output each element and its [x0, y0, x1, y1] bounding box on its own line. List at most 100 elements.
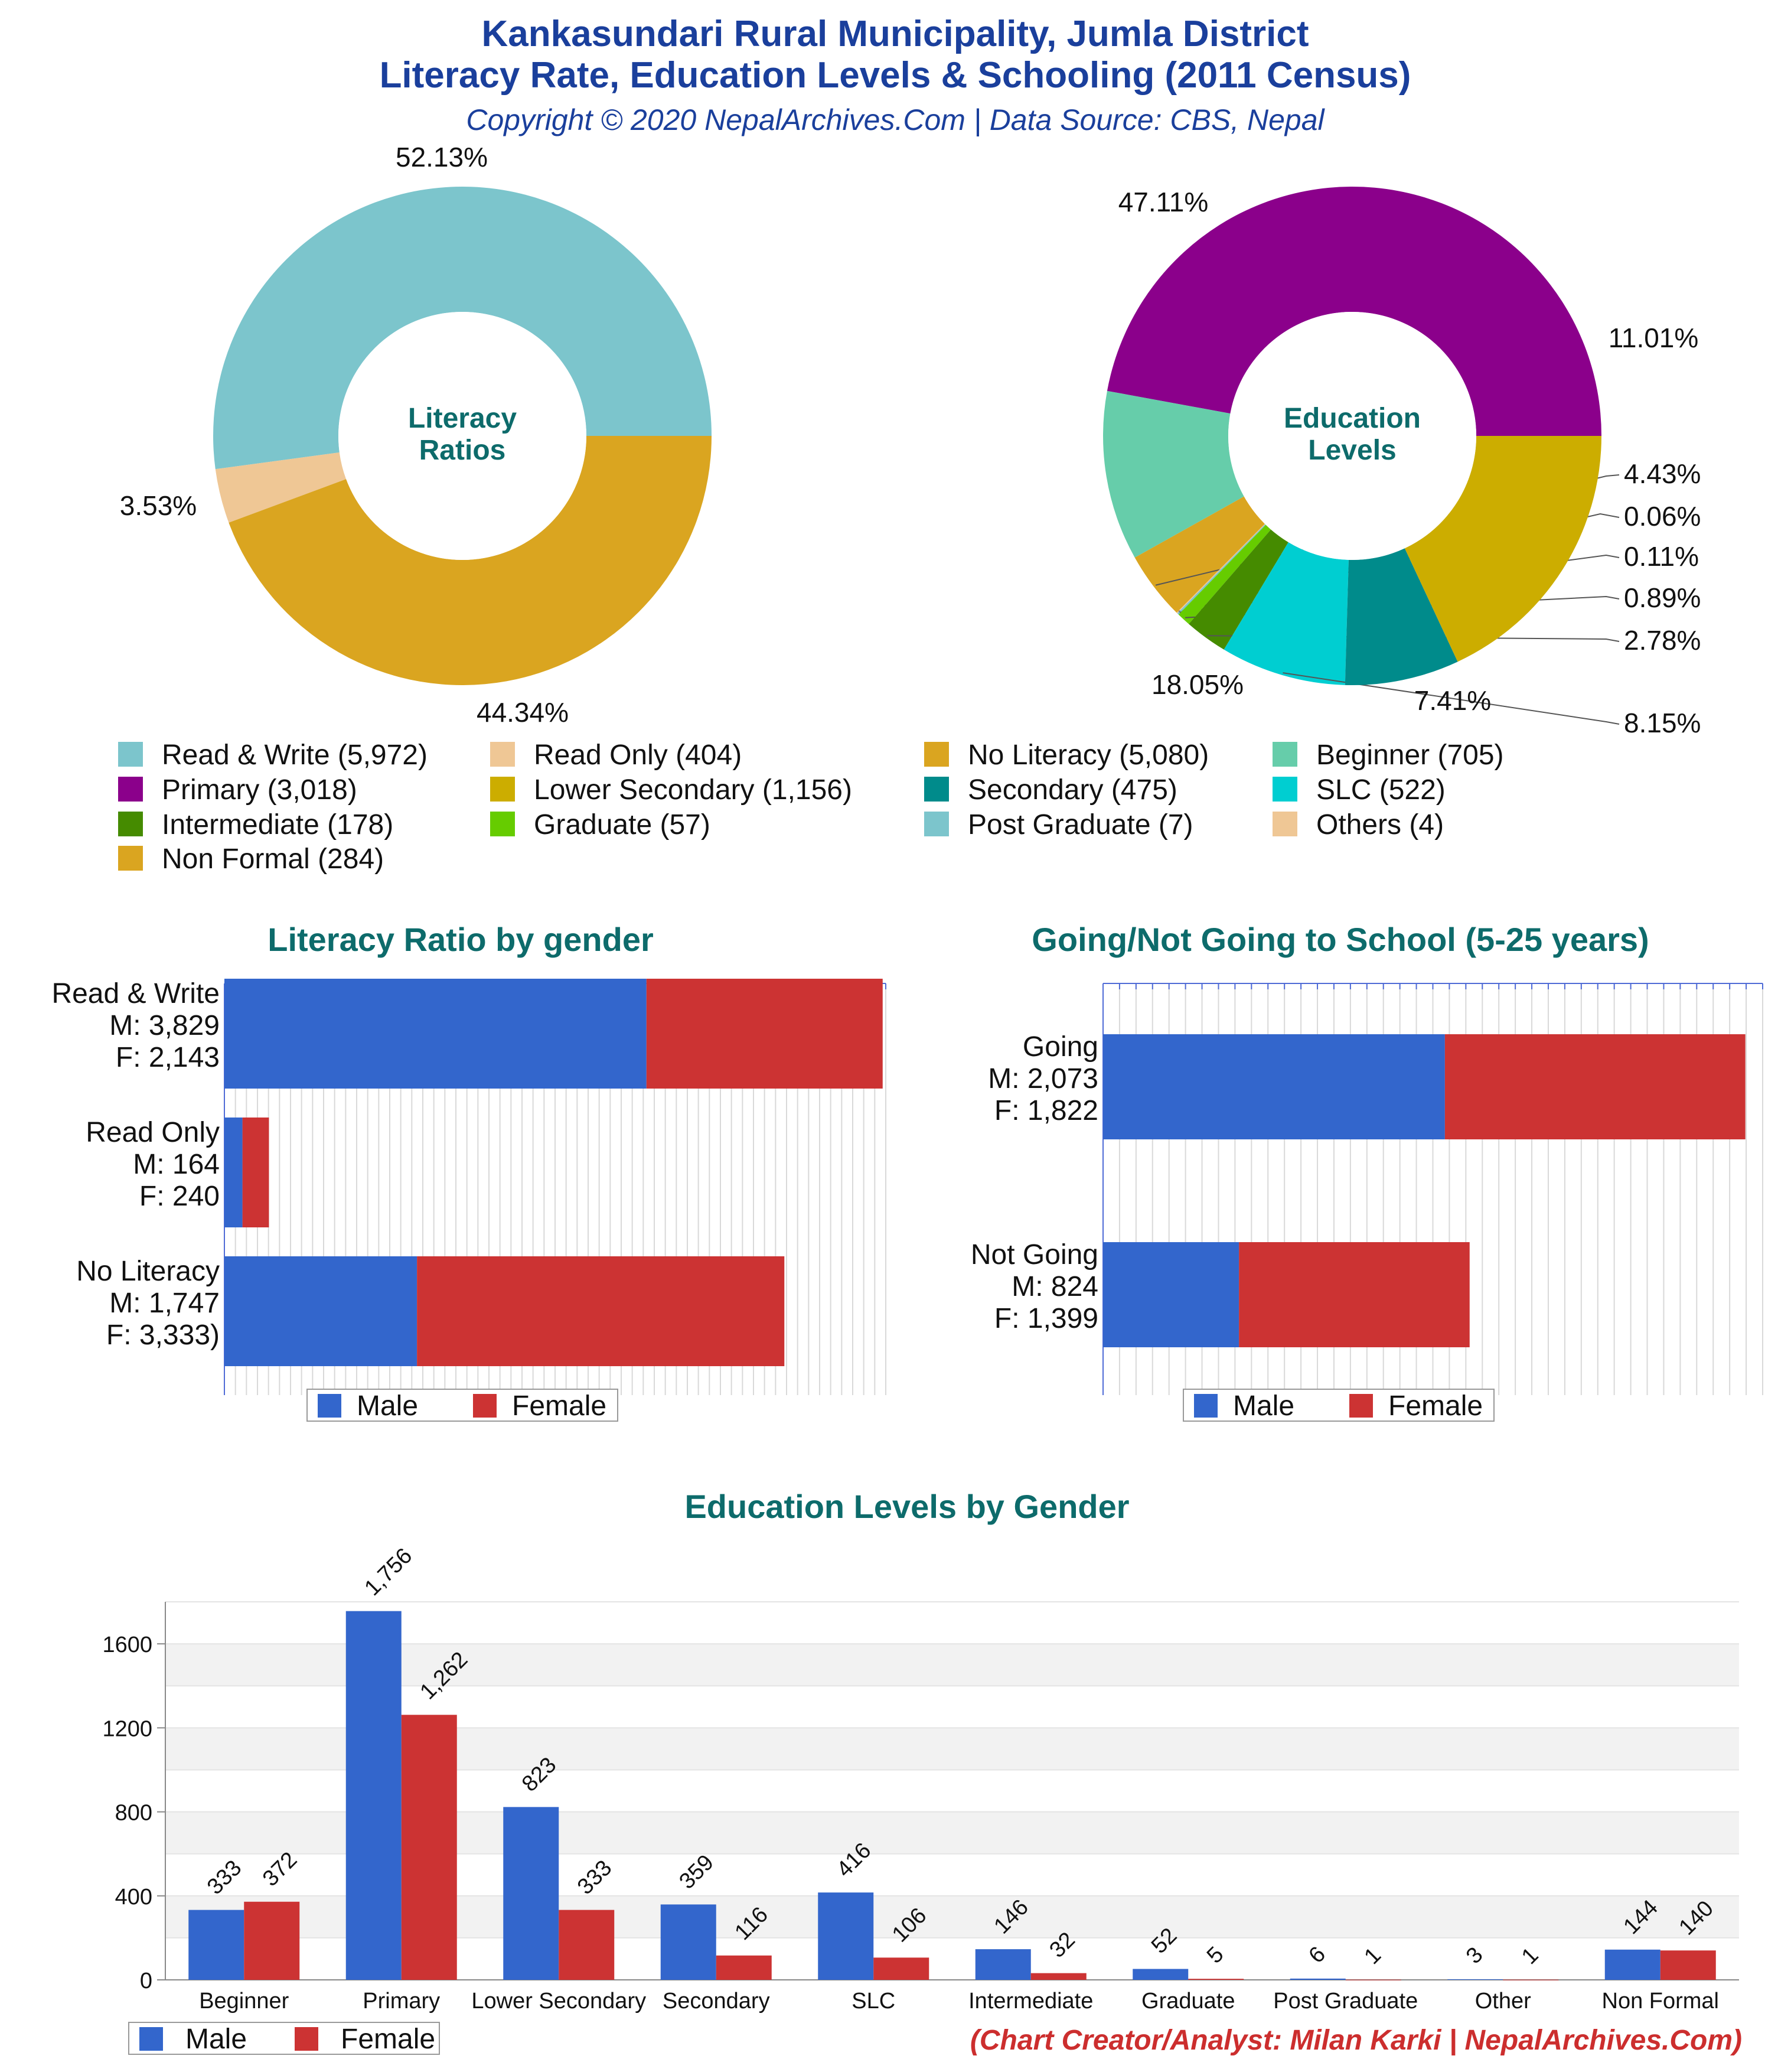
page-title-line1: Kankasundari Rural Municipality, Jumla D… — [481, 14, 1309, 54]
legend-label-post-graduate-7: Post Graduate (7) — [968, 809, 1193, 840]
legend-swatch-beginner-705 — [1273, 742, 1297, 767]
category-label: Read & Write — [51, 978, 220, 1009]
donut-center-label: Education — [1284, 403, 1421, 434]
y-tick-label: 1600 — [102, 1633, 152, 1657]
legend-label-read-write-5-972: Read & Write (5,972) — [162, 739, 428, 771]
bar-male-other — [1447, 1979, 1503, 1980]
bar-male-slc — [818, 1892, 874, 1980]
y-tick-label: 400 — [115, 1885, 152, 1910]
slice-beginner — [1103, 390, 1244, 558]
slice-label-read-write: 52.13% — [396, 142, 488, 172]
page-title-line2: Literacy Rate, Education Levels & School… — [380, 55, 1411, 96]
slice-primary — [1107, 187, 1601, 436]
category-label: Going — [1023, 1031, 1098, 1063]
slice-label-post-graduate: 0.11% — [1624, 541, 1699, 572]
school-going-title: Going/Not Going to School (5-25 years) — [1032, 921, 1649, 958]
page-subtitle: Copyright © 2020 NepalArchives.Com | Dat… — [466, 103, 1325, 137]
slice-secondary — [1345, 548, 1458, 686]
donut-center-label: Ratios — [419, 435, 506, 466]
bar-female-intermediate — [1030, 1973, 1087, 1980]
legend-swatch-male — [318, 1394, 341, 1418]
bar-female-primary — [401, 1715, 457, 1980]
data-label: 1,756 — [360, 1543, 417, 1601]
bar-female-read-only — [242, 1118, 269, 1227]
x-tick-label: Non Formal — [1602, 1989, 1720, 2014]
x-tick-label: SLC — [852, 1989, 895, 2014]
legend-swatch-primary-3-018 — [118, 777, 143, 802]
x-tick-label: Other — [1475, 1989, 1531, 2014]
bar-female-graduate — [1188, 1979, 1244, 1980]
bar-female-beginner — [244, 1901, 300, 1980]
slice-label-others: 0.06% — [1624, 501, 1701, 532]
slice-lower-secondary — [1404, 436, 1601, 662]
bar-female-read-write — [646, 979, 883, 1089]
donut-hole — [338, 312, 586, 560]
bar-female-not-going — [1239, 1242, 1470, 1347]
category-label: Read Only — [86, 1117, 220, 1148]
legend-swatch-lower-secondary-1-156 — [490, 777, 515, 802]
category-label: M: 824 — [1012, 1271, 1098, 1302]
bar-female-non-formal — [1660, 1950, 1716, 1980]
bar-male-read-only — [224, 1118, 243, 1227]
bar-female-secondary — [716, 1955, 772, 1980]
legend-swatch-female — [295, 2027, 318, 2051]
bar-male-read-write — [224, 979, 647, 1089]
category-label: Not Going — [971, 1239, 1098, 1270]
legend-label-female: Female — [512, 1390, 606, 1422]
legend-label-male: Male — [185, 2024, 247, 2055]
legend-label-lower-secondary-1-156: Lower Secondary (1,156) — [534, 774, 852, 806]
bar-male-primary — [345, 1611, 402, 1980]
slice-label-slc: 8.15% — [1624, 708, 1701, 738]
bar-male-graduate — [1133, 1969, 1189, 1980]
bar-female-slc — [873, 1957, 929, 1980]
legend-swatch-read-only-404 — [490, 742, 515, 767]
x-tick-label: Beginner — [199, 1989, 289, 2014]
donut-center-label: Literacy — [408, 403, 517, 434]
chart-legend-box — [128, 2022, 440, 2055]
slice-slc — [1224, 542, 1349, 685]
category-label: F: 1,822 — [994, 1095, 1098, 1126]
y-tick-label: 0 — [140, 1969, 152, 1993]
legend-label-slc-522: SLC (522) — [1316, 774, 1446, 806]
bar-male-non-formal — [1604, 1949, 1660, 1980]
bar-male-going — [1103, 1034, 1445, 1139]
legend-swatch-others-4 — [1273, 812, 1297, 836]
bar-male-intermediate — [975, 1949, 1031, 1980]
category-label: F: 1,399 — [994, 1303, 1098, 1334]
literacy-gender-title: Literacy Ratio by gender — [267, 921, 654, 958]
grid-band — [165, 1602, 1739, 1644]
category-label: M: 1,747 — [109, 1288, 220, 1319]
x-tick-label: Intermediate — [968, 1989, 1093, 2014]
legend-swatch-intermediate-178 — [118, 812, 143, 836]
category-label: F: 3,333) — [106, 1320, 220, 1351]
slice-label-read-only: 3.53% — [120, 490, 197, 521]
legend-label-beginner-705: Beginner (705) — [1316, 739, 1504, 771]
slice-read-only — [215, 452, 347, 523]
legend-label-primary-3-018: Primary (3,018) — [162, 774, 357, 806]
education-levels-donut: 47.11% 11.01% 4.43% 0.06% 0.11% 0.89% 2.78% 8.1… — [1103, 187, 1701, 738]
footer-credit: (Chart Creator/Analyst: Milan Karki | Ne… — [970, 2025, 1742, 2056]
chart-legend-box — [1183, 1389, 1495, 1422]
slice-label-no-literacy: 44.34% — [477, 697, 569, 728]
x-tick-label: Post Graduate — [1273, 1989, 1418, 2014]
legend-label-female: Female — [341, 2024, 435, 2055]
y-tick-label: 1200 — [102, 1716, 152, 1741]
main-legend: Read & Write (5,972) Read Only (404) No Li… — [118, 739, 1504, 875]
legend-swatch-male — [1194, 1394, 1218, 1418]
x-tick-label: Secondary — [663, 1989, 770, 2014]
donut-center-label: Levels — [1308, 435, 1396, 466]
legend-label-male: Male — [1233, 1390, 1294, 1422]
legend-swatch-graduate-57 — [490, 812, 515, 836]
legend-swatch-non-formal-284 — [118, 846, 143, 871]
slice-label-graduate: 0.89% — [1624, 582, 1701, 613]
legend-label-secondary-475: Secondary (475) — [968, 774, 1177, 806]
category-label: M: 2,073 — [988, 1063, 1098, 1094]
donut-hole — [1228, 312, 1476, 560]
legend-label-read-only-404: Read Only (404) — [534, 739, 742, 771]
x-tick-label: Graduate — [1141, 1989, 1235, 2014]
slice-intermediate — [1189, 529, 1288, 650]
x-tick-label: Primary — [363, 1989, 440, 2014]
legend-swatch-no-literacy-5-080 — [924, 742, 949, 767]
